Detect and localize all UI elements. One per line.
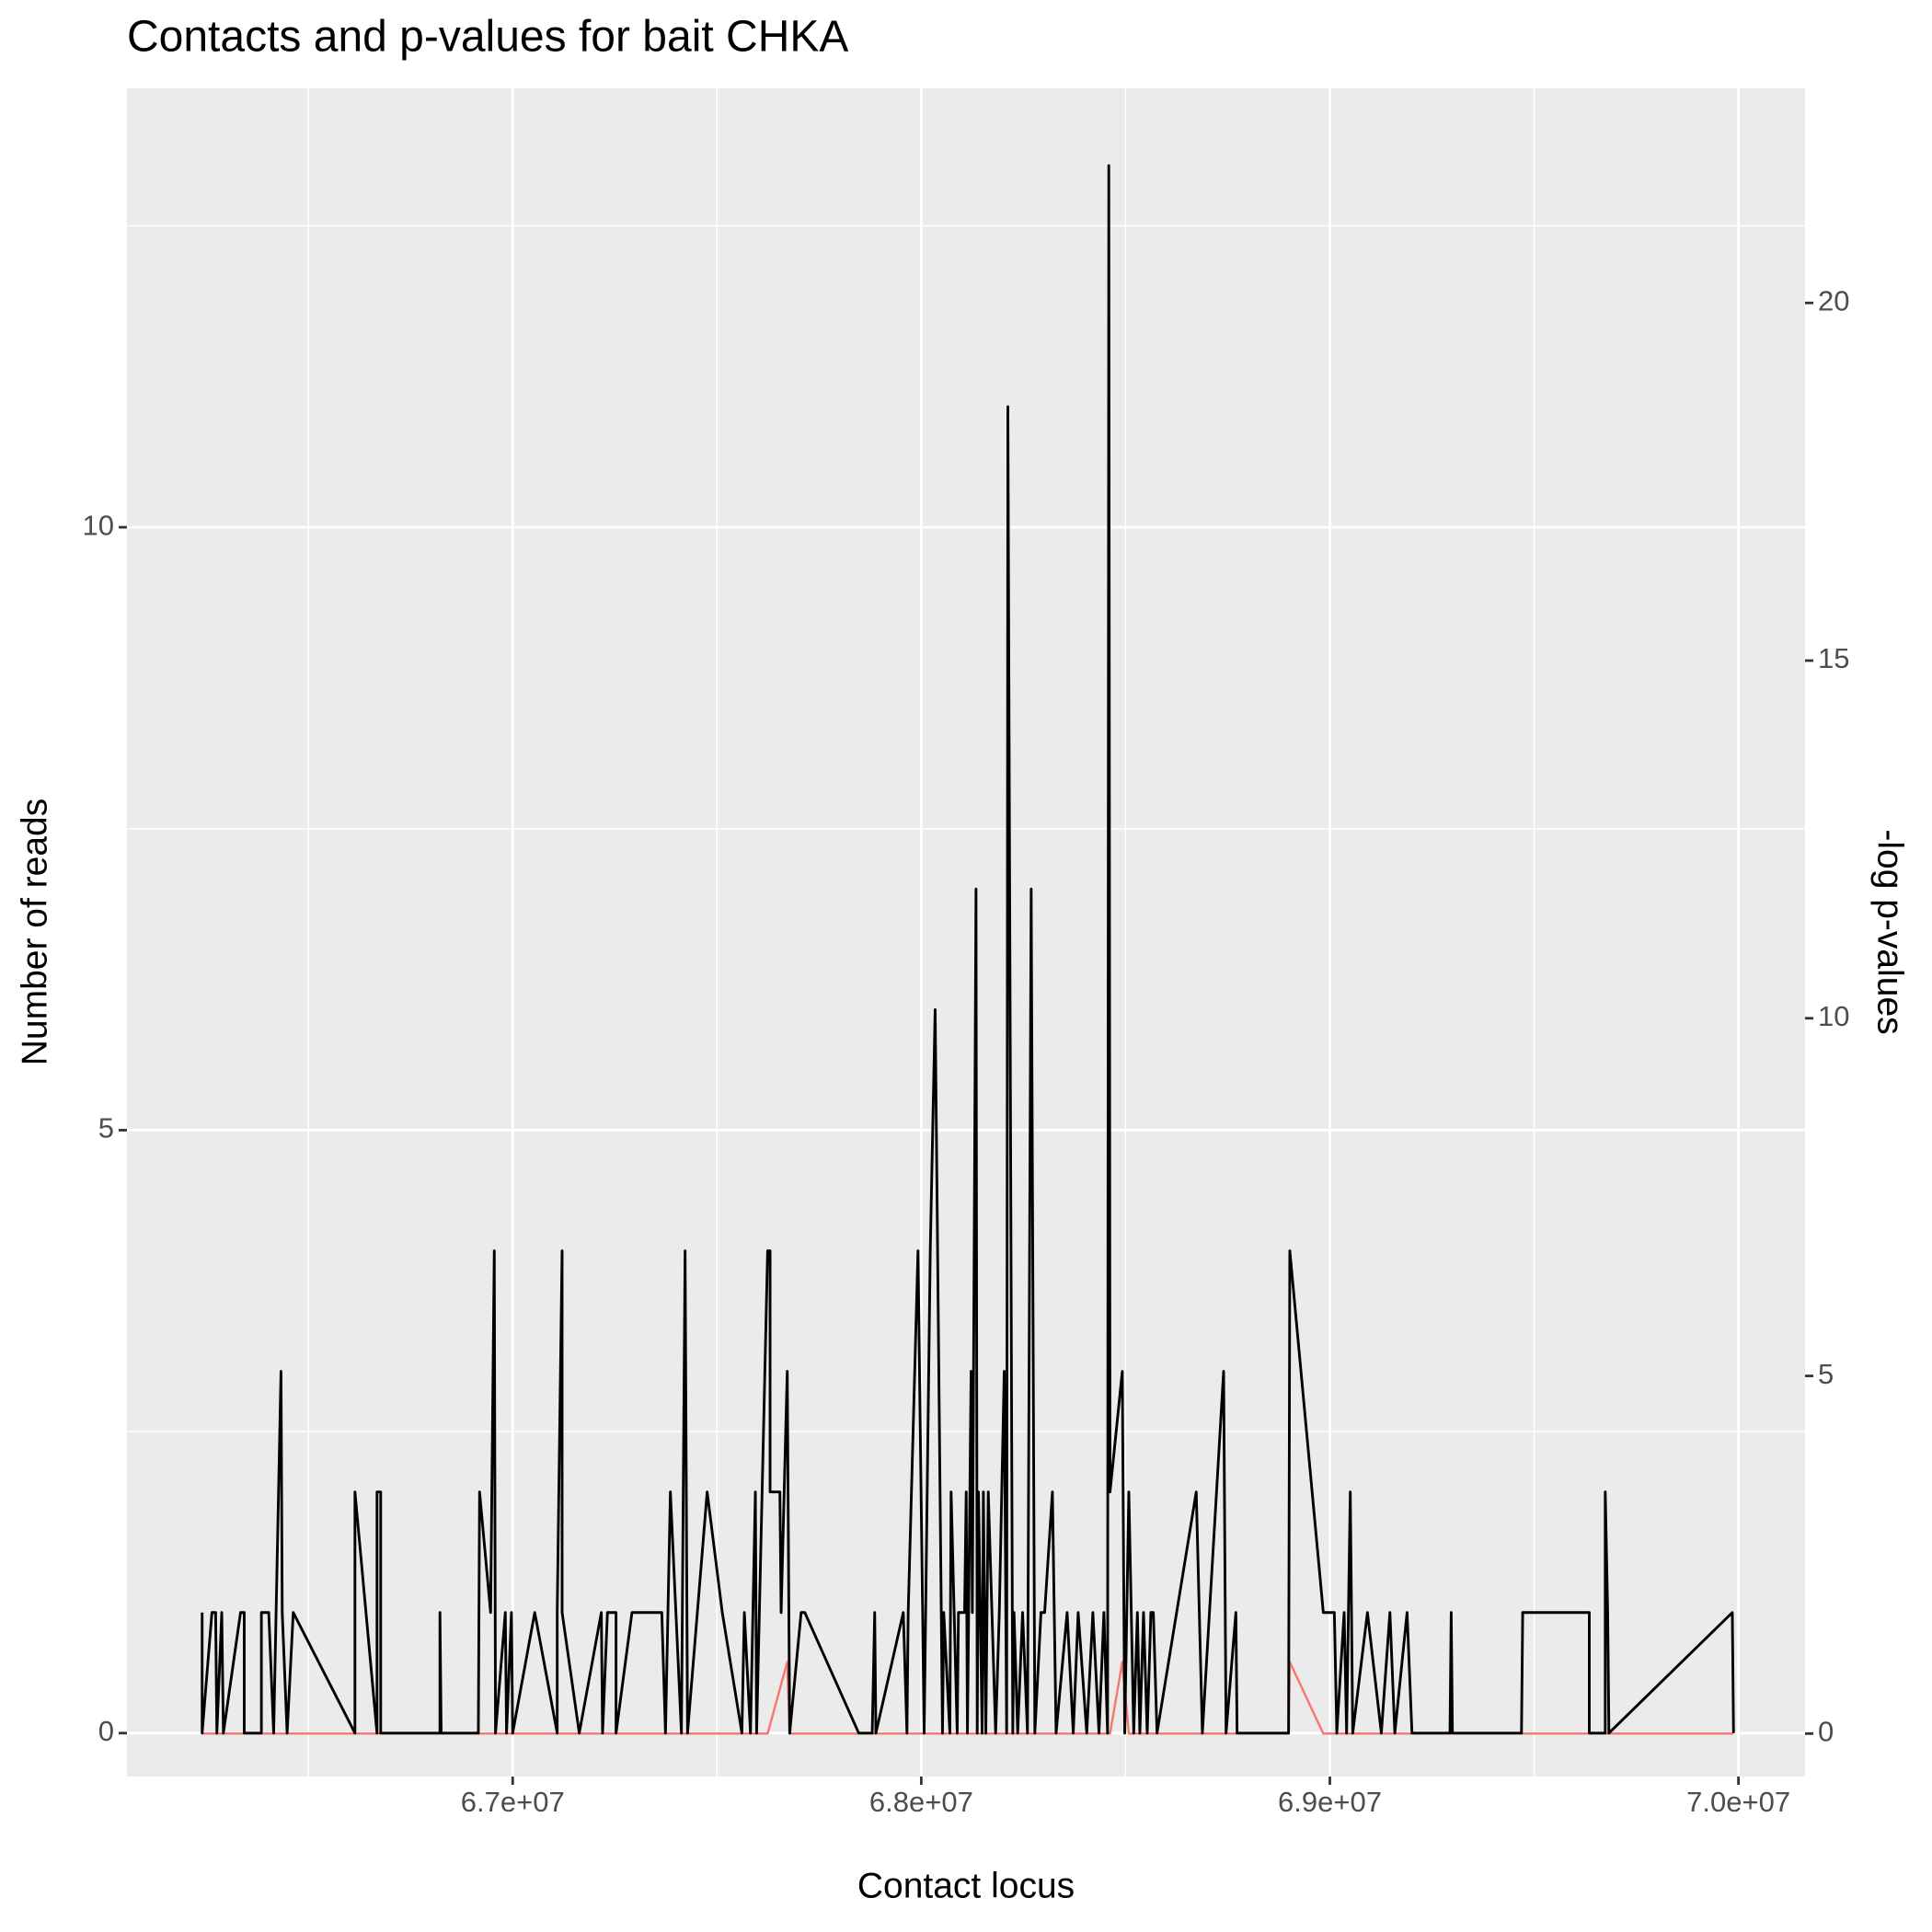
chart-title: Contacts and p-values for bait CHKA [127, 13, 848, 62]
y-tick-label: 5 [98, 1112, 114, 1144]
y2-tick-label: 5 [1818, 1358, 1834, 1390]
y2-tick-label: 20 [1818, 284, 1849, 316]
x-tick-label: 6.7e+07 [461, 1786, 565, 1818]
y-tick-label: 10 [83, 509, 114, 541]
x-tick-label: 6.8e+07 [869, 1786, 973, 1818]
y-tick-label: 0 [98, 1715, 114, 1747]
y2-axis-title: -log p-values [1870, 829, 1910, 1034]
x-tick-label: 7.0e+07 [1686, 1786, 1790, 1818]
marks [201, 164, 1735, 1735]
data-line [201, 1661, 1734, 1735]
y2-tick-label: 10 [1818, 1000, 1849, 1032]
x-tick-label: 6.9e+07 [1278, 1786, 1382, 1818]
y2-tick-label: 0 [1818, 1716, 1834, 1748]
x-axis-title: Contact locus [857, 1866, 1075, 1905]
y2-tick-label: 15 [1818, 642, 1849, 674]
axes: 6.7e+07 6.8e+07 6.9e+07 7.0e+07 0 5 10 0 5 10 15 20 [83, 284, 1850, 1818]
data-line [201, 164, 1735, 1735]
y-axis-title: Number of reads [15, 799, 54, 1065]
